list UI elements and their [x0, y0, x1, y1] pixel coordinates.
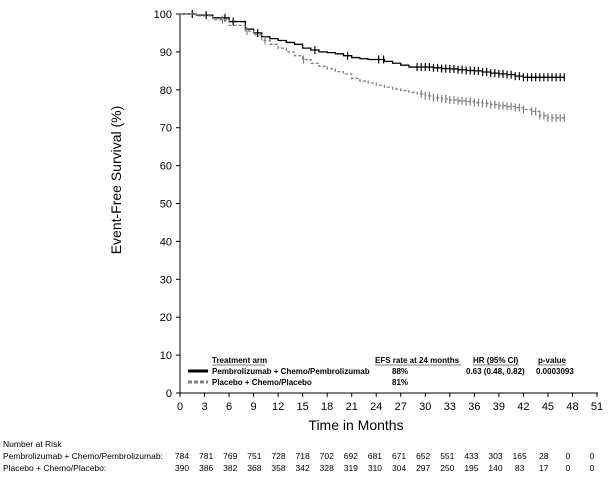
y-tick-label: 70 — [160, 123, 172, 135]
y-tick-label: 60 — [160, 161, 172, 173]
x-tick-label: 9 — [251, 401, 257, 413]
x-tick-label: 27 — [395, 401, 407, 413]
risk-value: 386 — [199, 463, 213, 473]
series-line-placebo — [180, 13, 565, 119]
risk-value: 692 — [344, 451, 358, 461]
risk-value: 0 — [590, 451, 595, 461]
legend-row1-efs: 88% — [392, 367, 408, 376]
legend-row2-arm: Placebo + Chemo/Placebo — [212, 378, 312, 387]
x-tick-label: 15 — [297, 401, 309, 413]
risk-row1-label: Pembrolizumab + Chemo/Pembrolizumab: — [3, 451, 163, 461]
risk-title: Number at Risk — [3, 439, 62, 449]
x-tick-label: 6 — [226, 401, 232, 413]
legend-table: Treatment arm EFS rate at 24 months HR (… — [188, 356, 574, 387]
risk-value: 781 — [199, 451, 213, 461]
risk-value: 342 — [295, 463, 309, 473]
risk-value: 728 — [271, 451, 285, 461]
x-tick-label: 30 — [419, 401, 431, 413]
number-at-risk-table: Number at Risk Pembrolizumab + Chemo/Pem… — [3, 439, 595, 473]
risk-value: 328 — [320, 463, 334, 473]
y-tick-label: 80 — [160, 85, 172, 97]
risk-value: 83 — [515, 463, 525, 473]
legend-header-arm: Treatment arm — [212, 356, 267, 365]
legend-row1-p: 0.0003093 — [536, 367, 574, 376]
y-tick-label: 20 — [160, 312, 172, 324]
risk-value: 718 — [295, 451, 309, 461]
legend-row1-arm: Pembrolizumab + Chemo/Pembrolizumab — [212, 367, 370, 376]
legend-header-hr: HR (95% CI) — [473, 356, 519, 365]
risk-value: 681 — [368, 451, 382, 461]
risk-value: 297 — [416, 463, 430, 473]
y-axis-label: Event-Free Survival (%) — [108, 106, 124, 255]
x-tick-label: 3 — [201, 401, 207, 413]
series-layer — [180, 10, 565, 122]
risk-value: 28 — [539, 451, 549, 461]
risk-value: 0 — [566, 451, 571, 461]
y-tick-label: 90 — [160, 47, 172, 59]
legend-header-efs: EFS rate at 24 months — [375, 356, 460, 365]
x-ticks: 0 3 6 9 12 15 18 21 24 27 30 33 36 39 42 45 48 51 — [177, 393, 603, 413]
y-tick-label: 10 — [160, 350, 172, 362]
x-tick-label: 48 — [566, 401, 578, 413]
risk-value: 140 — [488, 463, 502, 473]
risk-value: 0 — [590, 463, 595, 473]
y-tick-label: 0 — [166, 388, 172, 400]
risk-value: 303 — [488, 451, 502, 461]
risk-value: 304 — [392, 463, 406, 473]
risk-value: 769 — [223, 451, 237, 461]
x-tick-label: 39 — [493, 401, 505, 413]
risk-values: 784 781 769 751 728 718 702 692 681 671 652 551 433 3… — [175, 451, 595, 473]
risk-value: 0 — [566, 463, 571, 473]
risk-value: 702 — [320, 451, 334, 461]
risk-value: 390 — [175, 463, 189, 473]
y-tick-label: 50 — [160, 199, 172, 211]
legend-row2-efs: 81% — [392, 378, 408, 387]
x-tick-label: 12 — [272, 401, 284, 413]
risk-value: 195 — [464, 463, 478, 473]
risk-value: 319 — [344, 463, 358, 473]
x-tick-label: 33 — [444, 401, 456, 413]
x-tick-label: 18 — [321, 401, 333, 413]
risk-value: 17 — [539, 463, 549, 473]
risk-value: 551 — [440, 451, 454, 461]
legend-row1-hr: 0.63 (0.48, 0.82) — [466, 367, 525, 376]
y-tick-label: 30 — [160, 274, 172, 286]
axes — [177, 14, 598, 394]
risk-value: 652 — [416, 451, 430, 461]
x-tick-label: 24 — [370, 401, 382, 413]
risk-value: 751 — [247, 451, 261, 461]
x-tick-label: 36 — [468, 401, 480, 413]
y-tick-label: 40 — [160, 236, 172, 248]
y-ticks: 0 10 20 30 40 50 60 70 80 90 100 — [154, 9, 180, 400]
risk-value: 250 — [440, 463, 454, 473]
x-tick-label: 51 — [591, 401, 603, 413]
risk-value: 310 — [368, 463, 382, 473]
risk-value: 382 — [223, 463, 237, 473]
x-axis-label: Time in Months — [308, 417, 403, 433]
risk-value: 358 — [271, 463, 285, 473]
x-tick-label: 42 — [517, 401, 529, 413]
series-line-pembrolizumab — [180, 13, 565, 78]
risk-value: 165 — [513, 451, 527, 461]
y-tick-label: 100 — [154, 9, 172, 21]
x-tick-label: 45 — [542, 401, 554, 413]
legend-header-p: p-value — [538, 356, 567, 365]
risk-row2-label: Placebo + Chemo/Placebo: — [3, 463, 106, 473]
risk-value: 433 — [464, 451, 478, 461]
x-tick-label: 0 — [177, 401, 183, 413]
risk-value: 784 — [175, 451, 189, 461]
x-tick-label: 21 — [346, 401, 358, 413]
risk-value: 671 — [392, 451, 406, 461]
risk-value: 368 — [247, 463, 261, 473]
